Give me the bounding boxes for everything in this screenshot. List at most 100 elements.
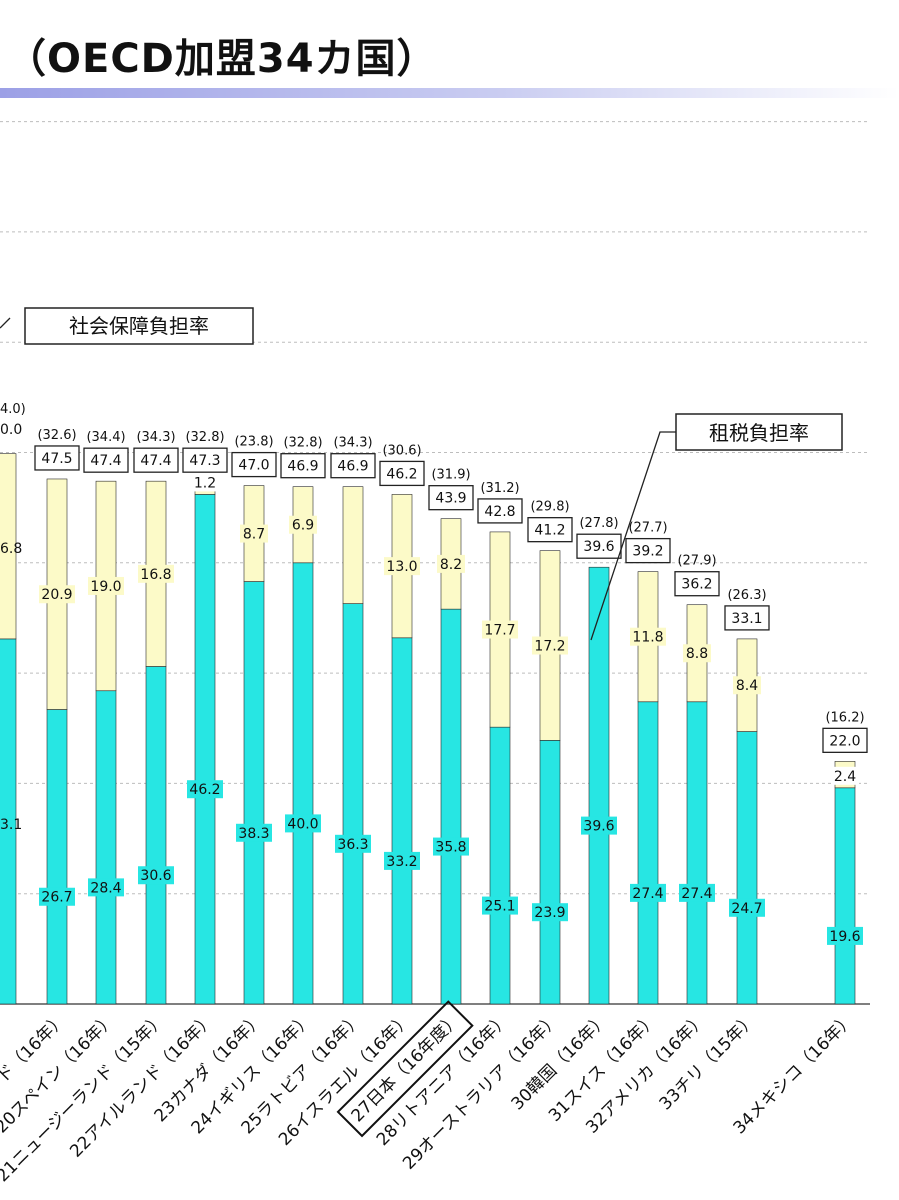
partial-deficit-label: 4.0)	[0, 402, 26, 417]
social-value-label-bg	[39, 585, 75, 604]
social-value-label-bg	[138, 564, 174, 583]
total-value-label-box	[477, 498, 523, 524]
deficit-value-label: (32.8)	[185, 430, 224, 445]
deficit-value-label: (29.8)	[530, 500, 569, 515]
total-value-label-text: 47.0	[238, 458, 269, 474]
total-value-label-text: 39.2	[632, 544, 663, 560]
tax-annotation-label: 租税負担率	[709, 421, 809, 445]
total-value-label: 22.0	[822, 727, 868, 753]
partial-total-label: 0.0	[0, 422, 22, 438]
total-value-label: 47.4	[133, 447, 179, 473]
total-value-label-text: 46.2	[386, 466, 417, 482]
social-value-label: 8.4	[736, 678, 758, 694]
social-value-label: 17.7	[484, 623, 515, 639]
tax-value-label: 40.0	[287, 816, 318, 832]
deficit-value-label: (23.8)	[234, 435, 273, 450]
social-value-label: 13.0	[386, 559, 417, 575]
total-value-label-text: 46.9	[287, 459, 318, 475]
total-value-label-box	[133, 447, 179, 473]
tax-value-label: 46.2	[189, 782, 220, 798]
tax-bar	[637, 701, 659, 1005]
social-value-label: 8.2	[440, 557, 462, 573]
tax-value-label: 38.3	[238, 826, 269, 842]
social-value-label-bg	[384, 557, 420, 576]
tax-bar	[194, 494, 216, 1005]
deficit-value-label: (34.3)	[333, 436, 372, 451]
social-value-label: 19.0	[90, 579, 121, 595]
tax-value-label: 36.3	[337, 837, 368, 853]
total-value-label: 47.5	[34, 445, 80, 471]
social-value-label: 8.8	[686, 646, 708, 662]
tax-value-label-bg	[39, 887, 75, 906]
tax-bar	[588, 566, 610, 1005]
total-value-label-text: 43.9	[435, 491, 466, 507]
deficit-value-label: (34.3)	[136, 430, 175, 445]
deficit-value-label: (31.2)	[480, 481, 519, 496]
social-value-label: 11.8	[632, 630, 663, 646]
total-value-label: 46.9	[330, 453, 376, 479]
social-value-label: 20.9	[41, 587, 72, 603]
social-value-label-bg	[437, 554, 465, 573]
tax-bar	[539, 740, 561, 1005]
tax-value-label-bg	[138, 866, 174, 885]
social-value-label-bg	[532, 636, 568, 655]
tax-value-label: 19.6	[829, 929, 860, 945]
total-value-label-text: 33.1	[731, 611, 762, 627]
tax-value-label-bg	[285, 814, 321, 833]
deficit-value-label: (16.2)	[825, 710, 864, 725]
social-annotation-leader	[0, 317, 11, 329]
tax-value-label-bg	[482, 896, 518, 915]
tax-value-label: 23.9	[534, 905, 565, 921]
page-title: （OECD加盟34カ国）	[6, 36, 438, 82]
tax-annotation-leader	[590, 431, 676, 641]
total-value-label-text: 47.3	[189, 453, 220, 469]
total-value-label-box	[280, 453, 326, 479]
total-value-label: 39.2	[625, 537, 671, 564]
total-value-label-text: 42.8	[484, 504, 515, 520]
partial-tax-label: 3.1	[0, 817, 22, 833]
tax-bar	[489, 726, 511, 1005]
social-value-label-bg	[191, 473, 219, 492]
tax-bar	[95, 690, 117, 1005]
tax-bar	[342, 603, 364, 1005]
total-value-label-text: 46.9	[337, 459, 368, 475]
total-value-label: 46.9	[280, 453, 326, 479]
social-bar	[342, 486, 364, 604]
partial-social-label: 6.8	[0, 541, 22, 557]
total-value-label-box	[576, 533, 622, 559]
tax-value-label-bg	[827, 926, 863, 945]
social-value-label-bg	[630, 627, 666, 646]
tax-value-label: 35.8	[435, 840, 466, 856]
title-underline	[0, 88, 899, 98]
total-value-label: 46.2	[379, 460, 425, 487]
highlight-frame	[336, 1000, 474, 1138]
total-value-label-box	[379, 460, 425, 487]
total-value-label: 41.2	[527, 517, 573, 543]
total-value-label: 47.0	[231, 451, 277, 478]
total-value-label-text: 22.0	[829, 733, 860, 749]
total-value-label-box	[182, 447, 228, 473]
tax-value-label-bg	[630, 883, 666, 902]
total-value-label-text: 36.2	[681, 577, 712, 593]
total-value-label: 43.9	[428, 485, 474, 511]
tax-bar	[736, 731, 758, 1005]
tax-bar	[686, 701, 708, 1005]
total-value-label-text: 47.4	[90, 453, 121, 469]
deficit-value-label: (30.6)	[382, 443, 421, 458]
partial-social-bar	[0, 453, 17, 640]
total-value-label-box	[330, 453, 376, 479]
tax-bar	[243, 581, 265, 1005]
total-value-label-box	[34, 445, 80, 471]
tax-value-label-bg	[581, 816, 617, 835]
social-annotation-box	[24, 307, 254, 345]
tax-annotation-box	[675, 413, 843, 451]
tax-bar	[292, 562, 314, 1005]
total-value-label-box	[822, 727, 868, 753]
total-value-label-text: 39.6	[583, 539, 614, 555]
tax-value-label-bg	[236, 823, 272, 842]
social-value-label-bg	[88, 576, 124, 595]
social-value-label-bg	[240, 524, 268, 543]
total-value-label: 36.2	[674, 571, 720, 597]
tax-bar	[46, 709, 68, 1005]
